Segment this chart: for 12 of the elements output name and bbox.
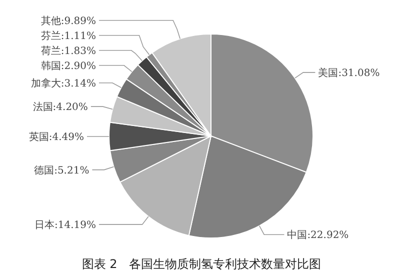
slice-label: 日本:14.19% [34,218,96,231]
slice-label: 韩国:2.90% [40,60,96,72]
slice-label: 英国:4.49% [28,131,84,144]
text: 图表 2 各国生物质制氢专利技术数量对比图 [82,257,322,271]
slice-label: 中国:22.92% [287,229,349,242]
slice-label: 加拿大:3.14% [30,77,96,90]
slice-label: 其他:9.89% [40,14,96,27]
slice-label: 芬兰:1.11% [40,30,96,42]
slice-label: 美国:31.08% [318,66,380,79]
slice-label: 德国:5.21% [34,165,90,176]
slice-label: 荷兰:1.83% [40,44,96,57]
slice-label: 法国:4.20% [32,101,88,114]
